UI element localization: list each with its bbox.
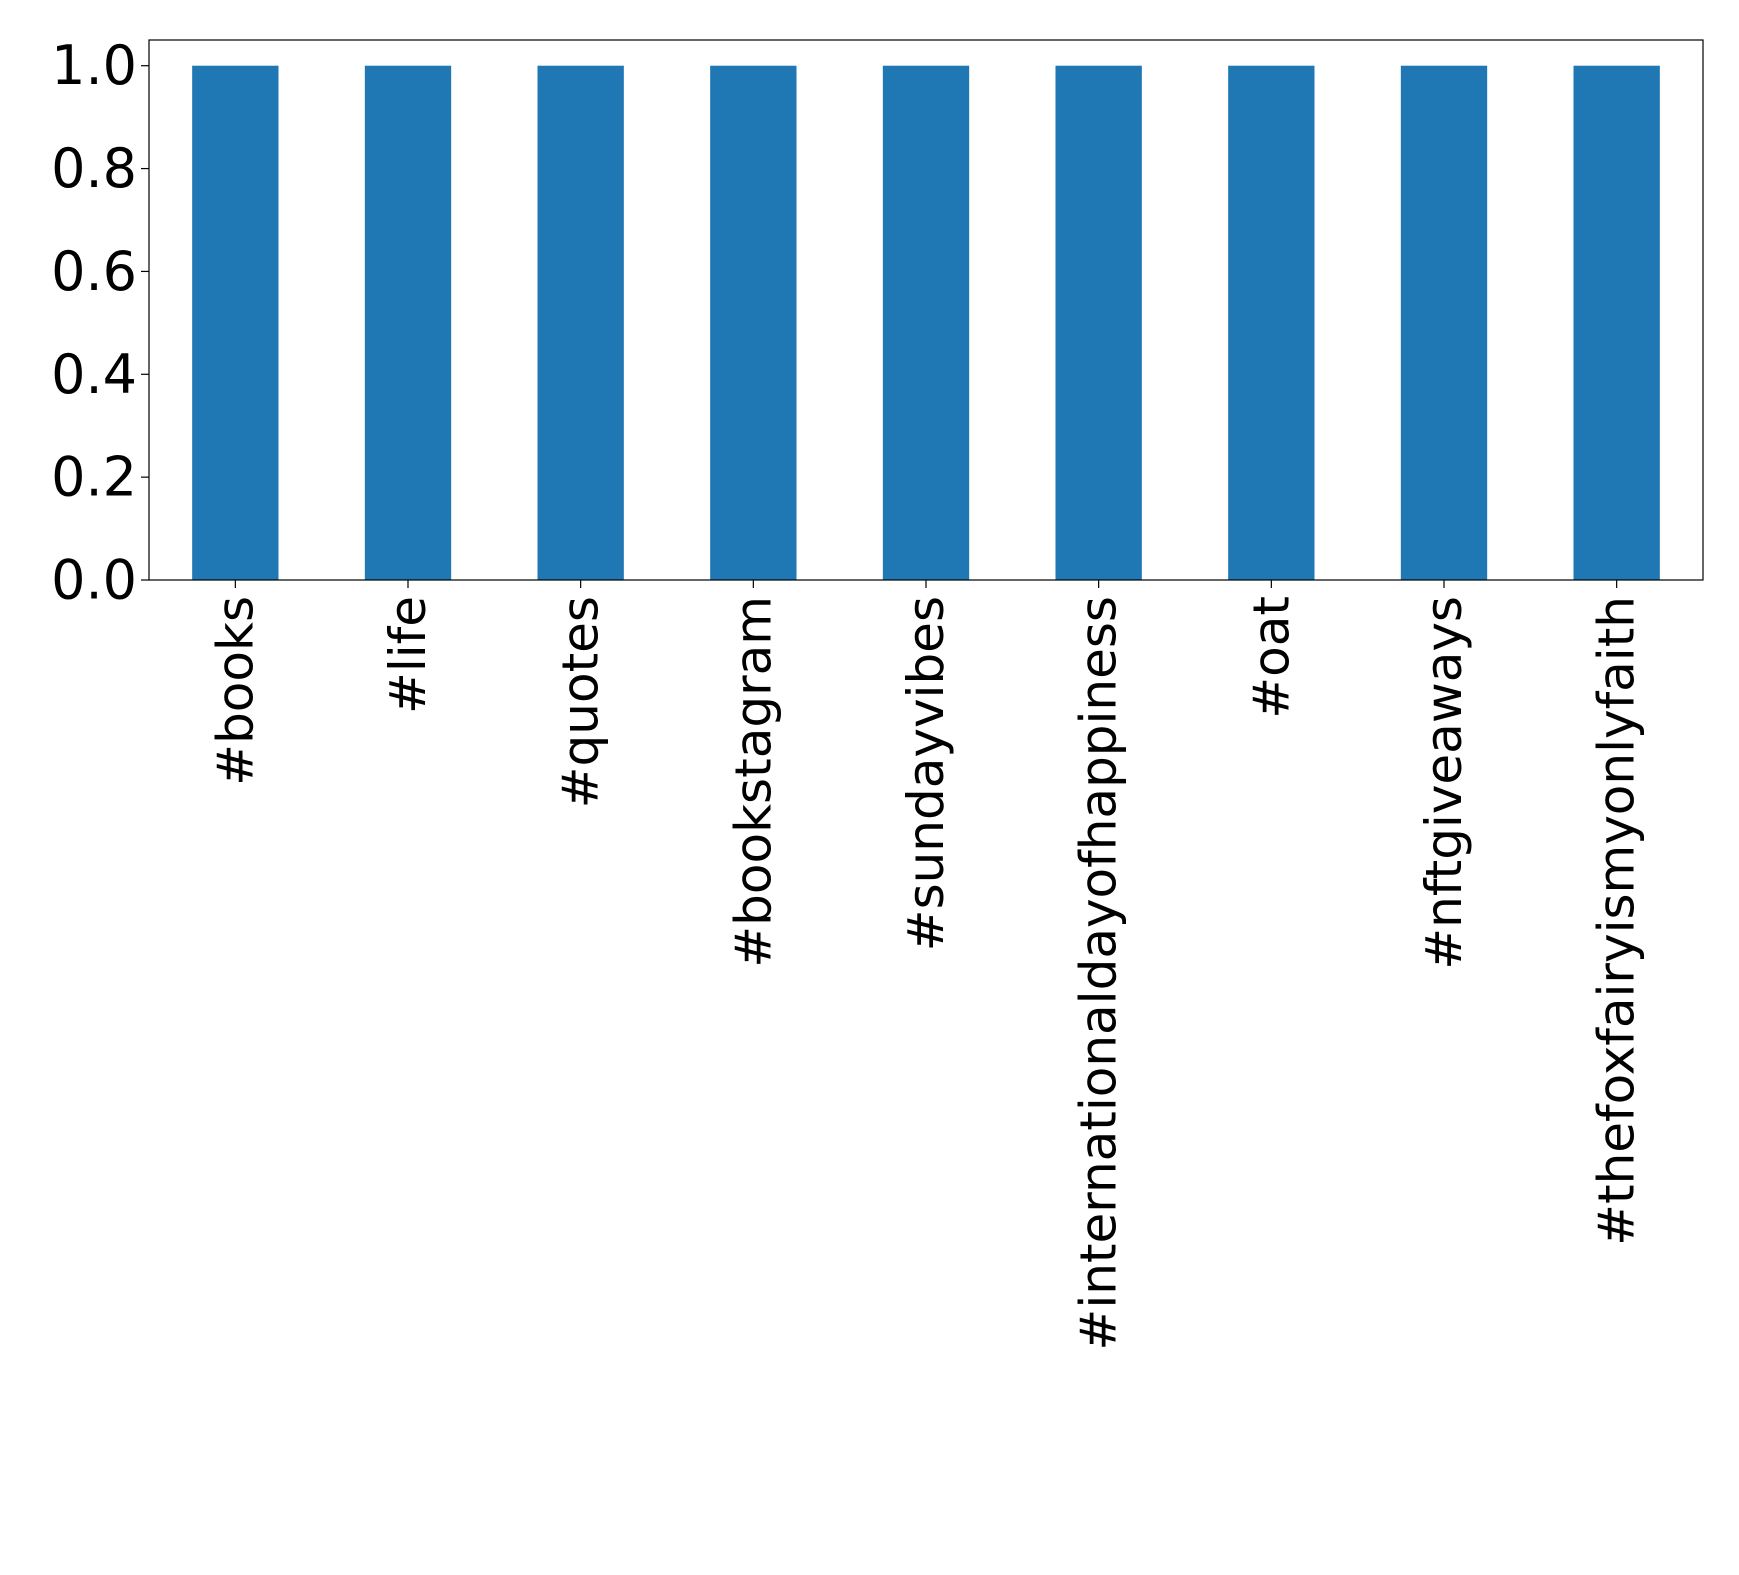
bars-layer [192, 65, 1660, 580]
bar [1573, 65, 1660, 580]
bar [364, 65, 452, 580]
x-tick-label: #oat [1242, 596, 1300, 719]
y-tick-label: 0.8 [51, 137, 137, 200]
bar [1228, 65, 1315, 580]
bar [1055, 65, 1142, 580]
y-axis: 0.0 0.2 0.4 0.6 0.8 1.0 [51, 34, 149, 612]
y-tick-label: 0.0 [51, 549, 137, 612]
y-tick-label: 0.4 [51, 343, 137, 406]
x-axis: #books #life #quotes #bookstagram #sundayvib… [206, 580, 1646, 1351]
y-tick-label: 0.6 [51, 240, 137, 303]
x-tick-label: #quotes [552, 596, 610, 808]
x-tick-label: #thefoxfairyismyonlyfaith [1588, 596, 1646, 1246]
x-tick-label: #nftgiveaways [1415, 596, 1473, 970]
bar [537, 65, 624, 580]
bar [710, 65, 797, 580]
x-tick-label: #internationaldayofhappiness [1070, 596, 1128, 1351]
y-tick-label: 1.0 [51, 34, 137, 97]
y-tick-label: 0.2 [51, 446, 137, 509]
bar [1400, 65, 1488, 580]
x-tick-label: #books [206, 596, 264, 786]
plot-frame [148, 39, 1704, 581]
bar [882, 65, 970, 580]
bar [192, 65, 279, 580]
x-tick-label: #sundayvibes [897, 596, 955, 951]
x-tick-label: #life [379, 596, 437, 714]
x-tick-label: #bookstagram [724, 596, 782, 968]
